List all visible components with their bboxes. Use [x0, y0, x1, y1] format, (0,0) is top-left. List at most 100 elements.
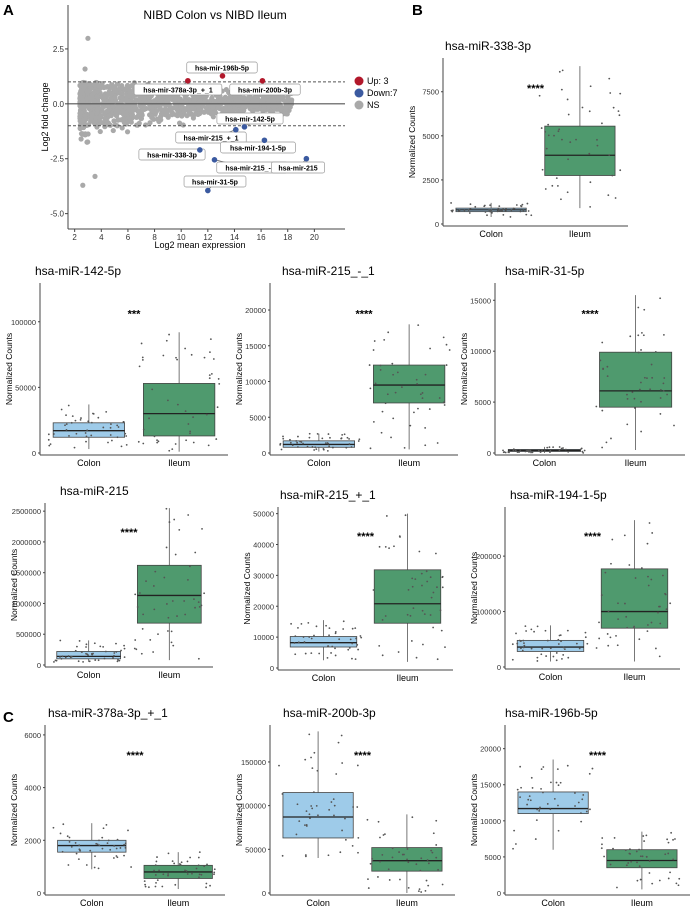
jitter-point	[163, 577, 165, 579]
ns-point	[107, 122, 112, 127]
jitter-point	[171, 630, 173, 632]
jitter-point	[411, 577, 413, 579]
jitter-point	[294, 653, 296, 655]
jitter-point	[310, 805, 312, 807]
jitter-point	[142, 357, 144, 359]
y-tick-label: 0	[37, 889, 41, 898]
jitter-point	[327, 450, 329, 452]
jitter-point	[187, 873, 189, 875]
y-axis-label: Normalized Counts	[9, 774, 19, 846]
jitter-point	[309, 437, 311, 439]
jitter-point	[343, 620, 345, 622]
significant-point-up	[220, 73, 226, 79]
jitter-point	[357, 649, 359, 651]
jitter-point	[407, 861, 409, 863]
jitter-point	[387, 393, 389, 395]
jitter-point	[422, 392, 424, 394]
jitter-point	[547, 803, 549, 805]
jitter-point	[607, 633, 609, 635]
y-tick-label: -2.5	[50, 155, 64, 164]
jitter-point	[416, 383, 418, 385]
significant-point-down	[205, 188, 211, 194]
jitter-point	[663, 377, 665, 379]
jitter-point	[669, 871, 671, 873]
jitter-point	[360, 635, 362, 637]
jitter-point	[424, 427, 426, 429]
jitter-point	[308, 733, 310, 735]
jitter-point	[408, 887, 410, 889]
jitter-point	[617, 602, 619, 604]
jitter-point	[97, 417, 99, 419]
ns-point	[266, 99, 271, 104]
jitter-point	[328, 809, 330, 811]
jitter-point	[614, 837, 616, 839]
jitter-point	[626, 394, 628, 396]
y-tick-label: 0	[270, 664, 274, 673]
box-plot-hsa-mir-196b-5p: hsa-miR-196b-5p05000100001500020000Norma…	[469, 706, 690, 908]
jitter-point	[333, 814, 335, 816]
box-colon	[518, 792, 588, 814]
jitter-point	[124, 656, 126, 658]
y-tick-label: 0	[32, 449, 36, 458]
jitter-point	[389, 879, 391, 881]
ns-point	[80, 183, 85, 188]
jitter-point	[411, 640, 413, 642]
jitter-point	[344, 818, 346, 820]
ns-point	[143, 122, 148, 127]
jitter-point	[580, 812, 582, 814]
jitter-point	[116, 855, 118, 857]
jitter-point	[398, 851, 400, 853]
ns-point	[125, 129, 130, 134]
jitter-point	[642, 855, 644, 857]
jitter-point	[589, 181, 591, 183]
jitter-point	[341, 735, 343, 737]
jitter-point	[367, 819, 369, 821]
x-tick-label: Ileum	[398, 458, 420, 468]
jitter-point	[371, 858, 373, 860]
jitter-point	[142, 628, 144, 630]
jitter-point	[558, 128, 560, 130]
jitter-point	[601, 594, 603, 596]
jitter-point	[425, 890, 427, 892]
jitter-point	[53, 827, 55, 829]
jitter-point	[126, 444, 128, 446]
jitter-point	[644, 377, 646, 379]
jitter-point	[174, 884, 176, 886]
jitter-point	[352, 845, 354, 847]
jitter-point	[351, 446, 353, 448]
jitter-point	[437, 442, 439, 444]
jitter-point	[664, 853, 666, 855]
ns-point	[137, 110, 142, 115]
y-tick-label: 50000	[245, 845, 266, 854]
jitter-point	[524, 451, 526, 453]
jitter-point	[75, 842, 77, 844]
jitter-point	[189, 431, 191, 433]
jitter-point	[625, 849, 627, 851]
jitter-point	[199, 606, 201, 608]
jitter-point	[634, 398, 636, 400]
jitter-point	[332, 447, 334, 449]
jitter-point	[446, 364, 448, 366]
jitter-point	[615, 197, 617, 199]
y-axis-label: Normalized Counts	[407, 106, 417, 178]
jitter-point	[109, 849, 111, 851]
ns-point	[98, 114, 103, 119]
jitter-point	[297, 627, 299, 629]
jitter-point	[559, 449, 561, 451]
jitter-point	[541, 768, 543, 770]
jitter-point	[328, 445, 330, 447]
jitter-point	[663, 382, 665, 384]
jitter-point	[645, 834, 647, 836]
jitter-point	[387, 331, 389, 333]
jitter-point	[91, 422, 93, 424]
jitter-point	[113, 652, 115, 654]
jitter-point	[123, 844, 125, 846]
jitter-point	[185, 410, 187, 412]
jitter-point	[98, 867, 100, 869]
jitter-point	[632, 391, 634, 393]
jitter-point	[130, 866, 132, 868]
jitter-point	[368, 887, 370, 889]
jitter-point	[540, 788, 542, 790]
jitter-point	[429, 408, 431, 410]
